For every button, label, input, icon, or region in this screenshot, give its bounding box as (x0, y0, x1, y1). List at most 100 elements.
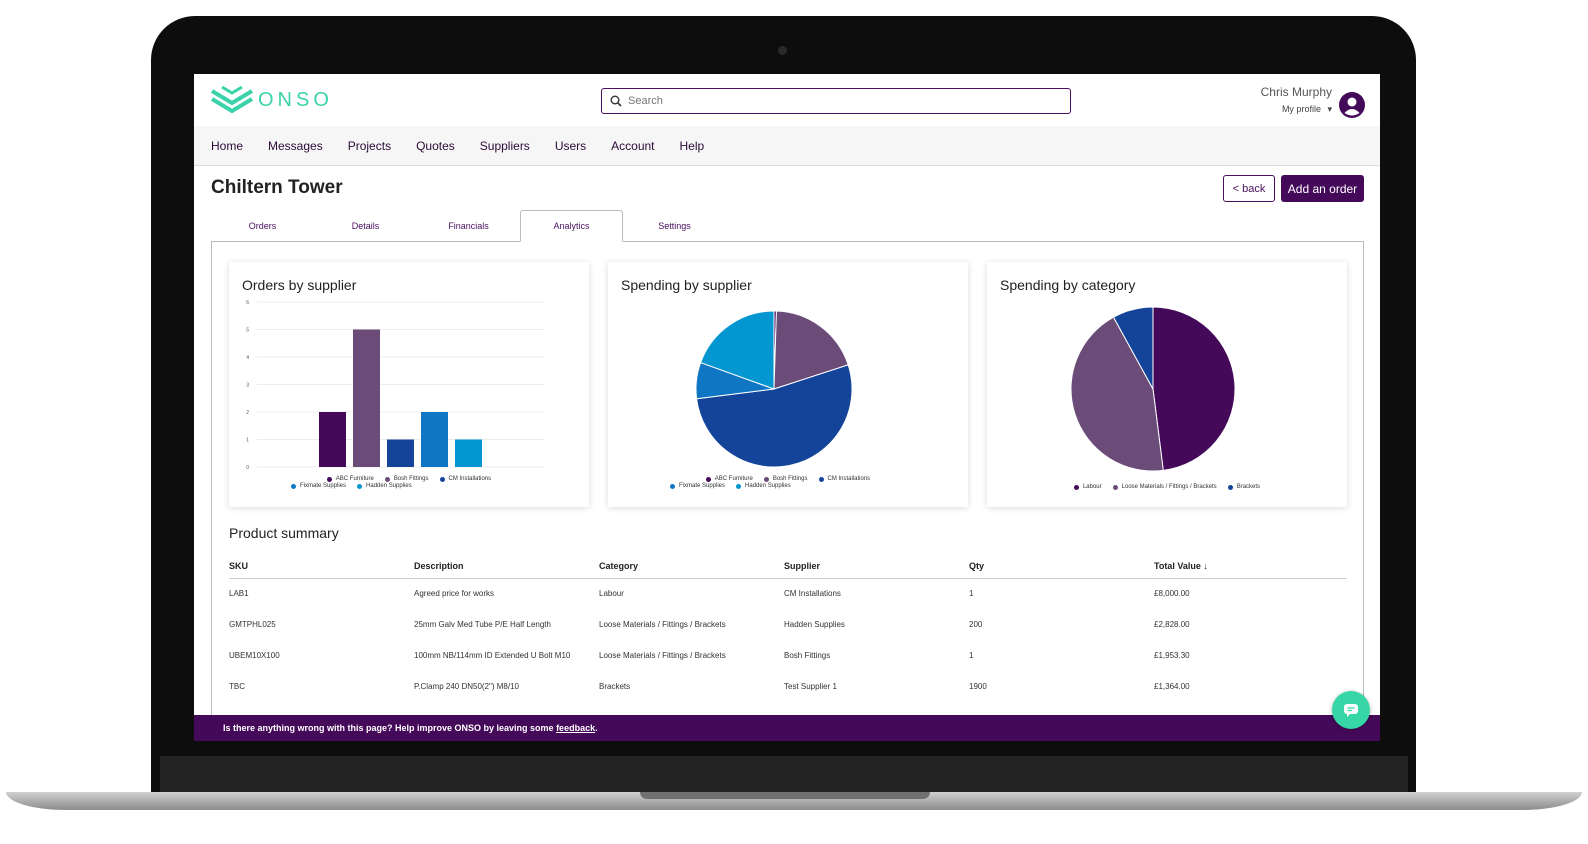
user-menu[interactable]: Chris Murphy My profile ▾ (1261, 85, 1332, 115)
tab-bar: Orders Details Financials Analytics Sett… (211, 210, 1364, 242)
chart-legend: ABC Furniture Bosh Fittings CM Installat… (229, 476, 589, 490)
feedback-link[interactable]: feedback (556, 723, 596, 733)
tab-orders[interactable]: Orders (248, 221, 277, 231)
top-bar: ONSO Chris Murphy My profile ▾ (194, 74, 1380, 126)
cell-category: Brackets (599, 682, 631, 691)
bar (319, 412, 346, 467)
table-row[interactable]: UBEM10X100 100mm NB/114mm ID Extended U … (229, 640, 1347, 671)
product-summary-table: SKU Description Category Supplier Qty To… (229, 555, 1347, 702)
column-header-sku[interactable]: SKU (229, 555, 414, 579)
search-box[interactable] (601, 88, 1071, 114)
table-row[interactable]: GMTPHL025 25mm Galv Med Tube P/E Half Le… (229, 609, 1347, 640)
bar (353, 329, 380, 467)
column-header-qty[interactable]: Qty (969, 555, 1154, 579)
cell-supplier: CM Installations (784, 589, 841, 599)
user-name: Chris Murphy (1260, 85, 1332, 99)
legend-item[interactable]: ABC Furniture (326, 476, 374, 482)
laptop-base (6, 792, 1582, 810)
cell-supplier: Hadden Supplies (784, 620, 845, 629)
cell-total-value: £1,953.30 (1154, 651, 1190, 660)
feedback-text: Is there anything wrong with this page? … (223, 723, 557, 733)
nav-account[interactable]: Account (611, 138, 655, 153)
laptop-notch (640, 792, 930, 799)
legend-item[interactable]: ABC Furniture (705, 476, 753, 482)
legend-item[interactable]: Hadden Supplies (357, 483, 412, 489)
chart-legend: Labour Loose Materials / Fittings / Brac… (987, 484, 1347, 491)
search-input[interactable] (628, 95, 1048, 107)
legend-item[interactable]: CM Installations (439, 476, 491, 482)
y-tick-label: 4 (246, 355, 249, 361)
chart-title: Orders by supplier (242, 277, 357, 293)
orders-bar-chart: 0 1 2 3 4 5 6 (246, 300, 544, 471)
spending-by-supplier-card: Spending by supplier ABC Furniture Bosh … (608, 262, 968, 507)
cell-description: 25mm Galv Med Tube P/E Half Length (414, 620, 551, 629)
laptop-bezel (160, 756, 1408, 792)
legend-item[interactable]: Fixmate Supplies (291, 483, 346, 489)
onso-logo[interactable]: ONSO (210, 83, 333, 117)
my-profile-label: My profile (1281, 104, 1321, 114)
tab-details[interactable]: Details (351, 221, 380, 231)
table-row[interactable]: LAB1 Agreed price for works Labour CM In… (229, 578, 1347, 609)
nav-messages[interactable]: Messages (268, 138, 323, 153)
avatar-icon[interactable] (1338, 91, 1366, 119)
pie-slice (1070, 316, 1164, 472)
tab-analytics[interactable]: Analytics (520, 210, 623, 242)
legend-item[interactable]: Hadden Supplies (736, 483, 791, 489)
cell-description: P.Clamp 240 DN50(2") M8/10 (414, 682, 519, 691)
pie-slice (699, 310, 775, 390)
table-header-row: SKU Description Category Supplier Qty To… (229, 555, 1347, 579)
cell-description: 100mm NB/114mm ID Extended U Bolt M10 (414, 651, 571, 660)
feedback-end: . (595, 723, 598, 733)
spending-category-pie-chart (1070, 306, 1236, 472)
pie-slice (1152, 306, 1236, 471)
column-header-category[interactable]: Category (599, 555, 784, 579)
add-order-button[interactable]: Add an order (1281, 175, 1364, 202)
tab-financials[interactable]: Financials (448, 221, 489, 231)
y-tick-label: 1 (246, 438, 249, 444)
nav-users[interactable]: Users (554, 138, 587, 153)
y-tick-label: 0 (246, 465, 249, 471)
chat-button[interactable] (1332, 691, 1370, 729)
legend-item[interactable]: Fixmate Supplies (670, 483, 725, 489)
nav-home[interactable]: Home (211, 138, 244, 153)
cell-total-value: £2,828.00 (1154, 620, 1190, 629)
spending-supplier-pie-chart (695, 310, 853, 468)
y-tick-label: 6 (246, 300, 249, 306)
legend-item[interactable]: Bosh Fittings (763, 476, 808, 482)
feedback-bar: Is there anything wrong with this page? … (194, 715, 1380, 741)
column-header-total-value[interactable]: Total Value ↓ (1154, 555, 1347, 579)
legend-item[interactable]: Brackets (1227, 484, 1260, 490)
column-header-description[interactable]: Description (414, 555, 599, 579)
column-header-supplier[interactable]: Supplier (784, 555, 969, 579)
legend-item[interactable]: Bosh Fittings (384, 476, 429, 482)
tab-settings[interactable]: Settings (658, 221, 691, 231)
nav-quotes[interactable]: Quotes (416, 138, 455, 153)
main-nav: Home Messages Projects Quotes Suppliers … (194, 126, 1380, 166)
cell-supplier: Test Supplier 1 (784, 682, 837, 691)
nav-help[interactable]: Help (679, 138, 705, 153)
nav-suppliers[interactable]: Suppliers (479, 138, 530, 153)
app-screen: ONSO Chris Murphy My profile ▾ Home Mess… (194, 74, 1380, 741)
bar (387, 439, 414, 467)
cell-qty: 1 (969, 651, 974, 660)
cell-total-value: £1,364.00 (1154, 682, 1190, 691)
nav-projects[interactable]: Projects (347, 138, 392, 153)
cell-sku: UBEM10X100 (229, 651, 280, 660)
cell-category: Labour (599, 589, 624, 599)
analytics-panel: Orders by supplier 0 1 2 3 4 5 6 ABC Furniture… (211, 241, 1364, 741)
chat-icon (1344, 704, 1358, 717)
legend-item[interactable]: Loose Materials / Fittings / Brackets (1112, 484, 1217, 490)
cell-sku: TBC (229, 682, 245, 691)
legend-item[interactable]: CM Installations (818, 476, 870, 482)
back-button[interactable]: < back (1223, 175, 1275, 202)
cell-total-value: £8,000.00 (1154, 589, 1190, 599)
table-row[interactable]: TBC P.Clamp 240 DN50(2") M8/10 Brackets … (229, 671, 1347, 702)
cell-sku: LAB1 (229, 589, 249, 599)
page-title: Chiltern Tower (211, 177, 343, 198)
cell-qty: 1 (969, 589, 974, 599)
cell-qty: 200 (969, 620, 983, 629)
legend-item[interactable]: Labour (1073, 484, 1102, 490)
my-profile-dropdown[interactable]: My profile ▾ (1261, 104, 1332, 115)
logo-text: ONSO (258, 88, 333, 111)
pie-slice (773, 310, 849, 390)
